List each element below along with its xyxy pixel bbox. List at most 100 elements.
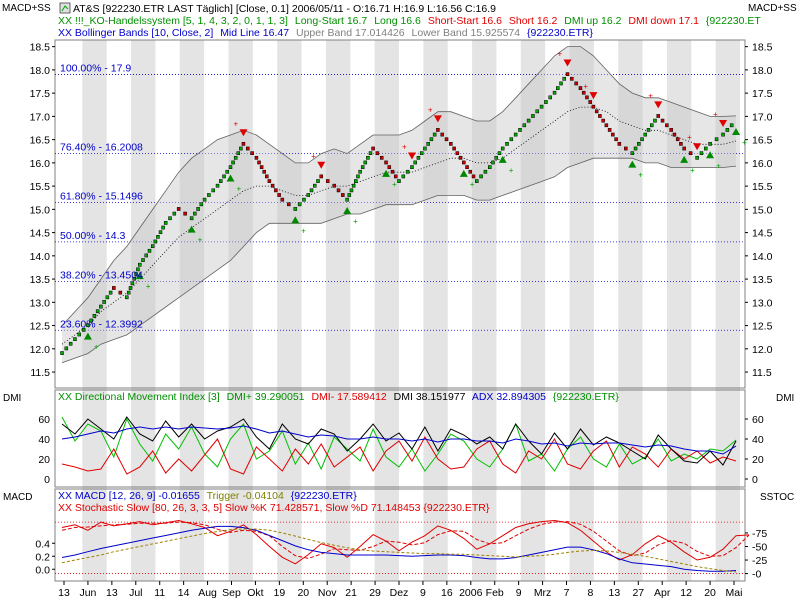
macd-panel[interactable]: 0.00.20.4 -0 -25-50 -75 <box>35 488 767 582</box>
down-brick <box>574 81 578 86</box>
bollinger-mid: Mid Line 16.47 <box>220 27 289 39</box>
down-brick <box>259 165 264 169</box>
macd-ss-label-right: MACD+SS <box>748 3 797 14</box>
fib-label: 76.40% - 16.2008 <box>60 142 143 154</box>
up-brick <box>416 155 421 160</box>
down-brick <box>607 128 612 132</box>
lower-band-line <box>61 157 737 364</box>
down-brick <box>471 174 476 179</box>
dmi-value: DMI 38.151977 <box>394 391 466 403</box>
down-brick <box>591 104 596 109</box>
dmi-symbol: {922230.ETR} <box>553 391 619 403</box>
dmi-label-left: DMI <box>3 393 21 404</box>
up-brick <box>423 146 427 151</box>
dmi-tick-label-right: 60 <box>752 414 764 426</box>
up-brick <box>105 295 110 300</box>
price-panel[interactable]: +++++++ +++++++++++++++ 11.5 11.512.0 12.01… <box>30 39 773 389</box>
short-plus-marker: + <box>233 119 238 128</box>
up-brick <box>126 290 131 295</box>
down-brick <box>444 137 449 142</box>
long-plus-marker: + <box>742 138 747 147</box>
x-tick-label: Aug <box>198 587 217 599</box>
long-plus-marker: + <box>509 166 514 175</box>
macd-label-left: MACD <box>3 492 32 503</box>
up-brick <box>73 337 77 341</box>
down-brick <box>598 114 602 118</box>
dmi-tick-label-right: 0 <box>752 474 758 486</box>
up-brick <box>193 211 197 216</box>
up-brick <box>509 137 514 142</box>
long-signal-triangle <box>680 155 689 163</box>
bollinger-upper: Upper Band 17.014426 <box>296 27 405 39</box>
up-brick <box>150 244 155 248</box>
up-brick <box>147 248 152 253</box>
x-tick-label: Okt <box>247 587 263 599</box>
down-brick <box>112 286 116 290</box>
short-signal-triangle <box>719 119 728 127</box>
up-brick <box>714 137 719 142</box>
short-plus-marker: + <box>428 105 433 114</box>
down-brick <box>270 183 275 188</box>
up-brick <box>293 207 298 211</box>
date-shade-column <box>374 40 399 581</box>
dmi-down-value: DMI down 17.1 <box>628 15 699 27</box>
up-brick <box>729 123 734 128</box>
down-brick <box>440 132 444 137</box>
long-signal-triangle <box>291 216 300 224</box>
price-tick-label-right: 13.0 <box>752 297 773 309</box>
price-tick-label-right: 13.5 <box>752 274 773 286</box>
up-brick <box>646 128 651 132</box>
up-brick <box>633 146 638 151</box>
dmi-minus-value: DMI- 17.589412 <box>311 391 386 403</box>
up-brick <box>695 155 699 160</box>
up-brick <box>354 179 358 183</box>
up-brick <box>189 216 194 221</box>
up-brick <box>518 128 522 132</box>
date-shade-column <box>325 40 351 581</box>
stochastic-header: XX Stochastic Slow [80, 26, 3, 3, 5] Slo… <box>58 502 490 514</box>
long-signal-triangle <box>343 207 352 215</box>
x-tick-label: 9 <box>516 587 522 599</box>
up-brick <box>68 341 73 346</box>
macd-symbol: {922230.ETR} <box>291 490 357 502</box>
up-brick <box>132 276 136 281</box>
up-brick <box>172 211 177 216</box>
dmi-panel[interactable]: 0 0 20 20 40 40 60 60 <box>38 389 764 488</box>
short-plus-marker: + <box>402 143 407 152</box>
upper-band-line <box>61 46 737 326</box>
dmi-tick-label-left: 0 <box>44 474 50 486</box>
price-tick-label-right: 18.0 <box>752 65 773 77</box>
up-brick <box>505 142 509 146</box>
macd-header: XX MACD [12, 26, 9] -0.01655 Trigger -0.… <box>58 490 357 502</box>
down-brick <box>336 188 341 193</box>
fib-labels: 100.00% - 17.9 76.40% - 16.2008 61.80% - 1… <box>60 63 143 331</box>
down-brick <box>656 114 660 118</box>
up-brick <box>153 239 158 244</box>
stoch-tick-label: -25 <box>752 555 767 567</box>
up-brick <box>410 165 414 169</box>
macd-y-axis: 0.00.20.4 -0 -25-50 -75 <box>35 528 767 581</box>
x-tick-label: Feb <box>486 587 504 599</box>
price-tick-label-left: 16.0 <box>30 158 51 170</box>
trigger-value: Trigger -0.04104 <box>207 490 284 502</box>
price-tick-label-left: 18.5 <box>30 42 51 54</box>
up-brick <box>64 346 69 351</box>
up-brick <box>475 179 479 183</box>
up-brick <box>95 309 100 314</box>
x-tick-label: 13 <box>58 587 70 599</box>
down-brick <box>257 160 261 165</box>
up-brick <box>108 290 113 295</box>
macd-ss-label-left: MACD+SS <box>2 3 51 14</box>
down-brick <box>624 146 628 151</box>
price-tick-label-right: 15.0 <box>752 204 773 216</box>
up-brick <box>535 109 540 114</box>
long-plus-marker: + <box>237 185 242 194</box>
down-brick <box>274 188 278 193</box>
price-tick-label-left: 12.5 <box>30 321 51 333</box>
dmi-series-0 <box>61 416 737 472</box>
dmi-name: XX Directional Movement Index [3] <box>58 391 220 403</box>
up-brick <box>134 272 138 276</box>
down-brick <box>436 128 440 132</box>
x-tick-label: 27 <box>632 587 644 599</box>
dmi-plus-value: DMI+ 39.290051 <box>227 391 305 403</box>
